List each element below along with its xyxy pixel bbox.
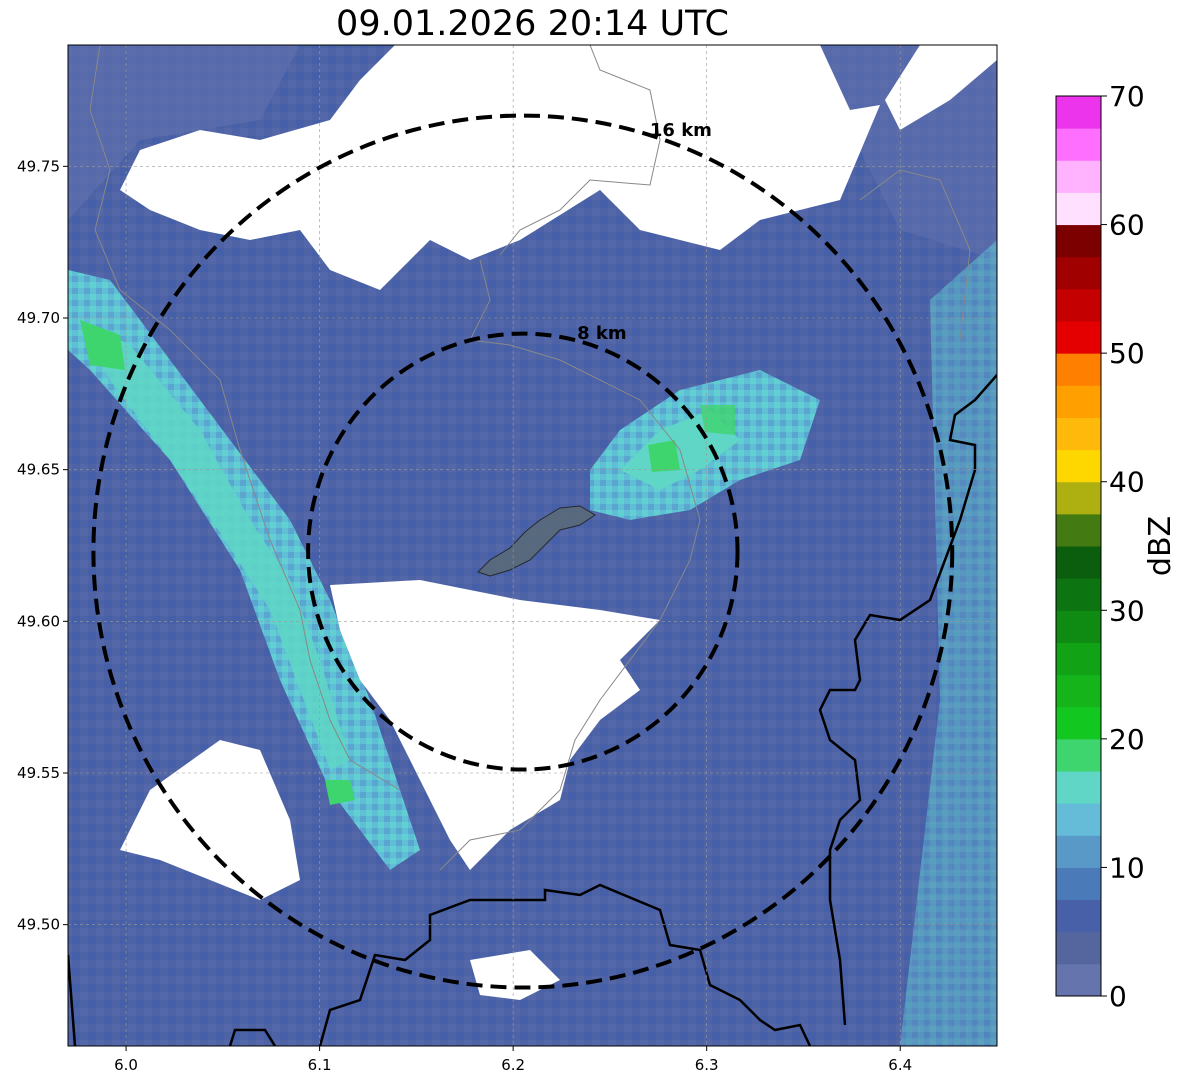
x-tick-label: 6.3 — [695, 1056, 719, 1074]
no-echo-area-south — [330, 580, 660, 870]
range-rings: 8 km 16 km — [91, 113, 955, 990]
y-tick-label: 49.55 — [17, 764, 60, 782]
national-border-france — [228, 1028, 277, 1046]
y-tick-label: 49.60 — [17, 612, 60, 630]
echo-region-weak — [820, 45, 997, 260]
x-tick-label: 6.4 — [888, 1056, 912, 1074]
x-tick-label: 6.0 — [114, 1056, 138, 1074]
no-echo-area-southwest — [120, 740, 300, 900]
echo-cell-east-max — [648, 440, 680, 472]
range-ring — [306, 331, 740, 772]
echo-band-east — [900, 240, 997, 1046]
y-tick-label: 49.65 — [17, 461, 60, 479]
x-tick-label: 6.2 — [501, 1056, 525, 1074]
map-title: 09.01.2026 20:14 UTC — [336, 4, 729, 44]
echo-cell-east-max — [700, 405, 735, 435]
x-tick-label: 6.1 — [308, 1056, 332, 1074]
y-tick-label: 49.50 — [17, 916, 60, 934]
map-gridlines — [68, 45, 997, 1046]
echo-cell-green — [80, 320, 125, 370]
radar-field — [68, 45, 997, 1046]
y-axis-ticks: 49.50 49.55 49.60 49.65 49.70 49.75 — [17, 157, 68, 934]
range-ring — [91, 113, 955, 990]
national-border-germany — [818, 374, 997, 1026]
no-echo-area-northeast — [885, 45, 997, 130]
no-echo-area-north — [120, 45, 880, 290]
echo-cell-green — [325, 780, 355, 805]
range-ring-label: 8 km — [577, 323, 627, 344]
national-border-belgium — [68, 954, 77, 1046]
map-frame — [67, 44, 998, 1047]
municipal-border — [499, 45, 661, 256]
municipal-border — [439, 259, 701, 871]
municipal-border — [859, 169, 971, 341]
y-tick-label: 49.70 — [17, 309, 60, 327]
municipal-border — [89, 45, 401, 791]
city-outline — [477, 505, 596, 577]
x-axis-ticks: 6.0 6.1 6.2 6.3 6.4 — [114, 1046, 912, 1074]
y-tick-label: 49.75 — [17, 157, 60, 175]
range-ring-label: 16 km — [650, 120, 712, 141]
national-border-france — [318, 883, 812, 1046]
